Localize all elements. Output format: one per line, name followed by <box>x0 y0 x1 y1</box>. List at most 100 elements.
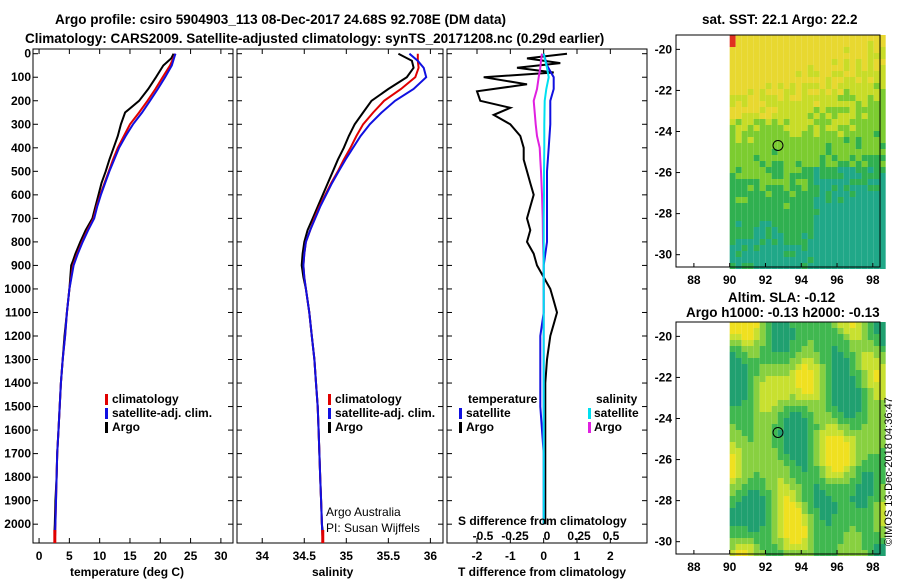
map-cell <box>855 508 862 514</box>
map-cell <box>831 53 838 59</box>
map-cell <box>873 101 880 107</box>
map-cell <box>813 215 820 221</box>
map-cell <box>765 41 772 47</box>
map-cell <box>789 400 796 406</box>
map-cell <box>741 239 748 245</box>
map-cell <box>789 514 796 520</box>
map-cell <box>843 185 850 191</box>
map-cell <box>729 83 736 89</box>
map-cell <box>765 221 772 227</box>
map-cell <box>819 41 826 47</box>
map-cell <box>867 496 874 502</box>
map-cell <box>813 107 820 113</box>
map-cell <box>849 71 856 77</box>
map-cell <box>879 358 886 364</box>
map-cell <box>765 179 772 185</box>
map-cell <box>819 179 826 185</box>
map-cell <box>825 532 832 538</box>
x-tick-label: -1 <box>505 549 516 563</box>
map-cell <box>771 460 778 466</box>
map-cell <box>777 47 784 53</box>
map-cell <box>849 394 856 400</box>
map-cell <box>801 221 808 227</box>
map-cell <box>855 119 862 125</box>
map-cell <box>777 233 784 239</box>
map-cell <box>735 155 742 161</box>
map-cell <box>819 550 826 556</box>
map-cell <box>873 484 880 490</box>
map-cell <box>855 263 862 269</box>
map-cell <box>741 538 748 544</box>
map-cell <box>777 544 784 550</box>
map-cell <box>801 448 808 454</box>
map-cell <box>825 550 832 556</box>
map-cell <box>735 328 742 334</box>
map-cell <box>837 544 844 550</box>
map-cell <box>759 496 766 502</box>
map-cell <box>729 143 736 149</box>
map-cell <box>819 47 826 53</box>
map-cell <box>813 59 820 65</box>
map-cell <box>729 430 736 436</box>
map-cell <box>837 322 844 328</box>
map-cell <box>765 95 772 101</box>
map-cell <box>849 47 856 53</box>
map-cell <box>831 346 838 352</box>
map-cell <box>849 334 856 340</box>
map-cell <box>843 502 850 508</box>
map-cell <box>783 209 790 215</box>
map-cell <box>849 53 856 59</box>
map-cell <box>765 406 772 412</box>
map-cell <box>783 101 790 107</box>
map-cell <box>735 101 742 107</box>
map-cell <box>855 382 862 388</box>
map-cell <box>753 203 760 209</box>
map-cell <box>831 83 838 89</box>
map-cell <box>771 412 778 418</box>
map-cell <box>729 227 736 233</box>
map-cell <box>819 382 826 388</box>
map-cell <box>813 149 820 155</box>
map-cell <box>795 47 802 53</box>
map-cell <box>753 173 760 179</box>
series-t-satellite <box>539 53 555 525</box>
map-cell <box>837 233 844 239</box>
map-cell <box>873 544 880 550</box>
map-cell <box>873 466 880 472</box>
map-cell <box>843 520 850 526</box>
map-cell <box>765 322 772 328</box>
map-cell <box>873 95 880 101</box>
map-cell <box>741 472 748 478</box>
map-cell <box>795 89 802 95</box>
series-argo <box>300 52 415 532</box>
map-cell <box>855 472 862 478</box>
y-tick-label: 1300 <box>4 353 31 367</box>
map-cell <box>849 143 856 149</box>
y-tick-label: 1600 <box>4 423 31 437</box>
map-cell <box>741 544 748 550</box>
map-cell <box>849 257 856 263</box>
map-cell <box>759 155 766 161</box>
map-cell <box>849 508 856 514</box>
map-cell <box>819 89 826 95</box>
map-cell <box>861 113 868 119</box>
map-cell <box>783 89 790 95</box>
map-cell <box>837 35 844 41</box>
map-cell <box>765 125 772 131</box>
map-cell <box>843 478 850 484</box>
map-cell <box>873 370 880 376</box>
map-cell <box>795 41 802 47</box>
map-cell <box>741 263 748 269</box>
x-tick-label: 94 <box>795 273 809 287</box>
map-cell <box>813 442 820 448</box>
map-cell <box>843 388 850 394</box>
map-cell <box>849 322 856 328</box>
map-cell <box>837 484 844 490</box>
map-cell <box>795 376 802 382</box>
map-cell <box>867 137 874 143</box>
map-cell <box>867 544 874 550</box>
map-cell <box>765 263 772 269</box>
map-cell <box>843 532 850 538</box>
map-cell <box>795 215 802 221</box>
